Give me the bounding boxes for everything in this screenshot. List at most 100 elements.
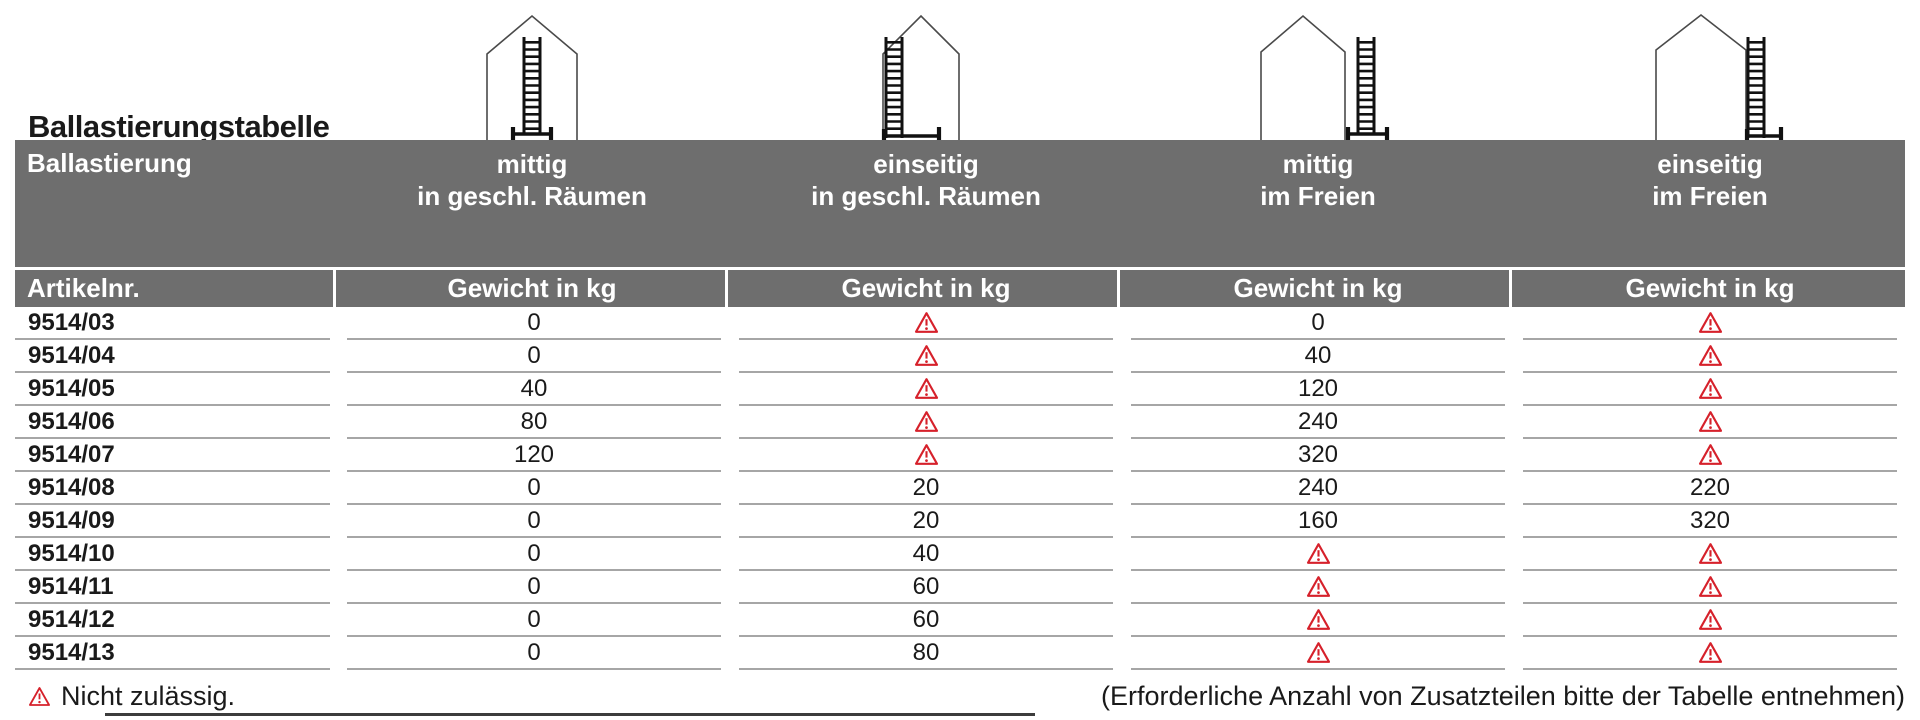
warning-icon <box>1698 444 1722 465</box>
weight-cell: 40 <box>347 373 721 406</box>
weight-cell <box>1523 571 1897 604</box>
artikelnr-cell: 9514/03 <box>15 307 330 340</box>
column-divider <box>1117 270 1120 307</box>
table-row: 9514/07 120 320 <box>0 439 1920 472</box>
table-row: 9514/13 0 80 <box>0 637 1920 670</box>
table-subheader-band: Artikelnr. Gewicht in kg Gewicht in kg G… <box>15 270 1905 307</box>
weight-cell: 160 <box>1131 505 1505 538</box>
table-body: 9514/03 0 0 9514/04 0 40 9514/05 40 120 951… <box>0 307 1920 670</box>
weight-cell <box>739 340 1113 373</box>
column-header-one-sided-indoor: einseitig in geschl. Räumen <box>726 148 1126 212</box>
artikelnr-cell: 9514/13 <box>15 637 330 670</box>
artikelnr-cell: 9514/07 <box>15 439 330 472</box>
table-row: 9514/12 0 60 <box>0 604 1920 637</box>
artikelnr-cell: 9514/11 <box>15 571 330 604</box>
footnote-text: (Erforderliche Anzahl von Zusatzteilen b… <box>1101 680 1905 711</box>
weight-cell: 0 <box>1131 307 1505 340</box>
warning-icon <box>28 686 50 706</box>
subheader-weight: Gewicht in kg <box>1625 273 1795 303</box>
artikelnr-cell: 9514/06 <box>15 406 330 439</box>
ladder-centered-indoor-icon <box>486 14 578 142</box>
weight-cell: 320 <box>1523 505 1897 538</box>
artikelnr-cell: 9514/08 <box>15 472 330 505</box>
weight-cell: 20 <box>739 472 1113 505</box>
weight-cell: 0 <box>347 604 721 637</box>
legend-text: Nicht zulässig. <box>61 680 236 711</box>
warning-icon <box>914 444 938 465</box>
table-row: 9514/11 0 60 <box>0 571 1920 604</box>
ladder-centered-outdoor-icon <box>1260 14 1390 142</box>
column-header-line2: im Freien <box>1652 181 1768 211</box>
weight-cell: 20 <box>739 505 1113 538</box>
table-row: 9514/09 0 20 160 320 <box>0 505 1920 538</box>
column-header-line2: im Freien <box>1260 181 1376 211</box>
weight-cell: 120 <box>1131 373 1505 406</box>
weight-cell: 80 <box>347 406 721 439</box>
column-header-line2: in geschl. Räumen <box>811 181 1041 211</box>
weight-cell <box>1131 538 1505 571</box>
weight-cell <box>1523 538 1897 571</box>
warning-icon <box>1698 576 1722 597</box>
weight-cell <box>1523 439 1897 472</box>
warning-icon <box>1306 576 1330 597</box>
weight-cell <box>1523 340 1897 373</box>
warning-icon <box>1698 609 1722 630</box>
footnote: (Erforderliche Anzahl von Zusatzteilen b… <box>1101 678 1905 714</box>
table-row: 9514/03 0 0 <box>0 307 1920 340</box>
ladder-one-sided-outdoor-icon <box>1655 13 1784 143</box>
table-header-band: Ballastierung mittig in geschl. Räumen e… <box>15 140 1905 267</box>
artikelnr-cell: 9514/10 <box>15 538 330 571</box>
row-header-label: Artikelnr. <box>27 273 140 303</box>
table-row: 9514/08 0 20 240 220 <box>0 472 1920 505</box>
warning-icon <box>914 312 938 333</box>
weight-cell <box>739 307 1113 340</box>
weight-cell: 0 <box>347 307 721 340</box>
weight-cell: 0 <box>347 340 721 373</box>
warning-icon <box>1698 378 1722 399</box>
weight-cell <box>1523 307 1897 340</box>
weight-cell: 320 <box>1131 439 1505 472</box>
column-divider <box>725 270 728 307</box>
weight-cell: 0 <box>347 472 721 505</box>
group-header-label: Ballastierung <box>27 148 192 178</box>
weight-cell: 0 <box>347 538 721 571</box>
weight-cell <box>739 373 1113 406</box>
warning-icon <box>1306 642 1330 663</box>
page-title: Ballastierungstabelle <box>28 108 330 144</box>
weight-cell: 220 <box>1523 472 1897 505</box>
column-header-line2: in geschl. Räumen <box>417 181 647 211</box>
subheader-weight: Gewicht in kg <box>841 273 1011 303</box>
warning-icon <box>1698 312 1722 333</box>
artikelnr-cell: 9514/12 <box>15 604 330 637</box>
subheader-weight: Gewicht in kg <box>447 273 617 303</box>
weight-cell: 0 <box>347 571 721 604</box>
column-header-line1: einseitig <box>1657 149 1763 179</box>
table-row: 9514/04 0 40 <box>0 340 1920 373</box>
artikelnr-cell: 9514/09 <box>15 505 330 538</box>
column-header-one-sided-outdoor: einseitig im Freien <box>1510 148 1910 212</box>
column-header-centered-indoor: mittig in geschl. Räumen <box>332 148 732 212</box>
weight-cell: 40 <box>739 538 1113 571</box>
column-header-line1: mittig <box>496 149 568 179</box>
weight-cell: 0 <box>347 505 721 538</box>
warning-icon <box>1698 345 1722 366</box>
warning-icon <box>914 411 938 432</box>
weight-cell <box>1523 637 1897 670</box>
weight-cell: 60 <box>739 604 1113 637</box>
column-divider <box>333 270 336 307</box>
warning-icon <box>1306 543 1330 564</box>
weight-cell <box>1131 637 1505 670</box>
table-row: 9514/05 40 120 <box>0 373 1920 406</box>
page-edge-line <box>105 713 1035 716</box>
artikelnr-cell: 9514/04 <box>15 340 330 373</box>
table-row: 9514/10 0 40 <box>0 538 1920 571</box>
weight-cell <box>1523 373 1897 406</box>
warning-icon <box>1698 642 1722 663</box>
weight-cell <box>1523 406 1897 439</box>
column-header-centered-outdoor: mittig im Freien <box>1118 148 1518 212</box>
weight-cell: 60 <box>739 571 1113 604</box>
weight-cell <box>739 439 1113 472</box>
weight-cell <box>1131 604 1505 637</box>
table-row: 9514/06 80 240 <box>0 406 1920 439</box>
